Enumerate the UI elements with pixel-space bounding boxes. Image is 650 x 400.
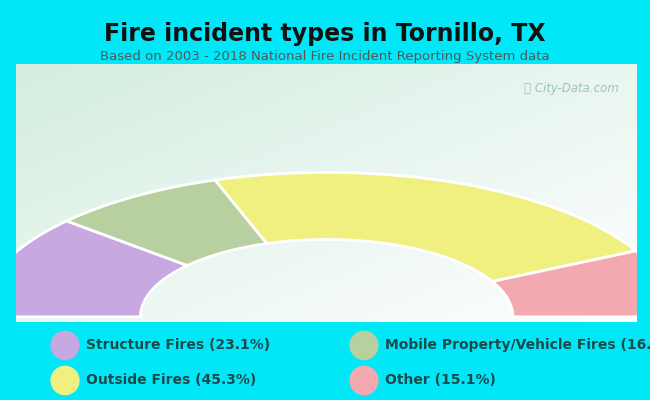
Text: Outside Fires (45.3%): Outside Fires (45.3%): [86, 374, 256, 388]
Text: Structure Fires (23.1%): Structure Fires (23.1%): [86, 338, 270, 352]
Ellipse shape: [51, 366, 79, 395]
Ellipse shape: [51, 330, 79, 360]
Wedge shape: [0, 221, 187, 317]
Text: ⓘ City-Data.com: ⓘ City-Data.com: [523, 82, 618, 95]
Wedge shape: [492, 251, 650, 317]
Ellipse shape: [350, 330, 379, 360]
Text: Mobile Property/Vehicle Fires (16.5%): Mobile Property/Vehicle Fires (16.5%): [385, 338, 650, 352]
Text: Based on 2003 - 2018 National Fire Incident Reporting System data: Based on 2003 - 2018 National Fire Incid…: [100, 50, 550, 63]
Wedge shape: [66, 180, 267, 266]
Text: Fire incident types in Tornillo, TX: Fire incident types in Tornillo, TX: [104, 22, 546, 46]
Ellipse shape: [350, 366, 379, 395]
Text: Other (15.1%): Other (15.1%): [385, 374, 496, 388]
Wedge shape: [215, 172, 636, 282]
